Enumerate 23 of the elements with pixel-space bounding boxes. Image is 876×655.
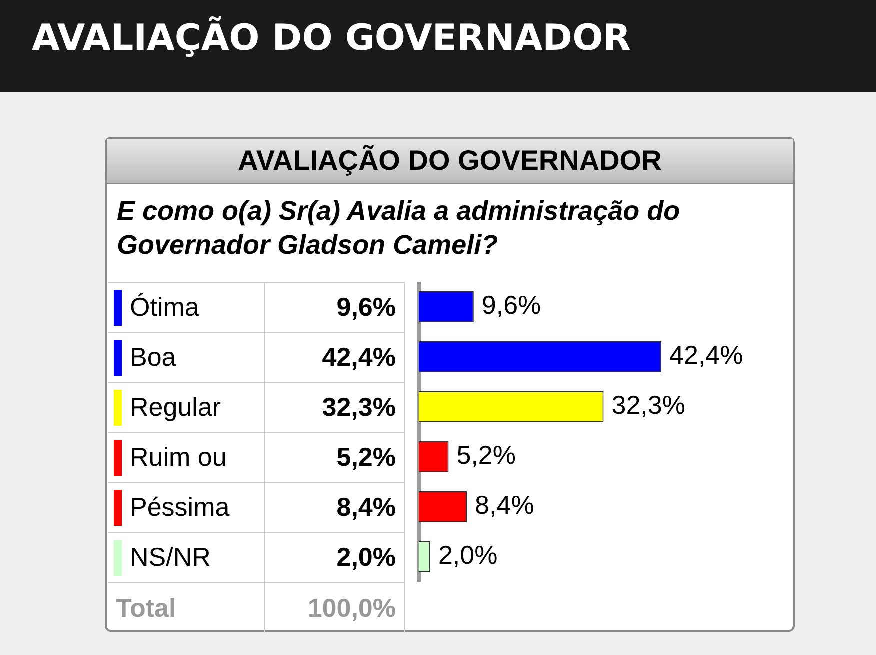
- text: 5,2%: [456, 440, 516, 470]
- chart-title: AVALIAÇÃO DO GOVERNADOR: [32, 18, 631, 59]
- data-label: 5,2%: [265, 433, 405, 483]
- text: E como o(a) Sr(a) Avalia a administração do Governador Gladson Cameli?: [116, 195, 682, 262]
- text: Total: [108, 583, 265, 633]
- y-tick-label: Ótima: [130, 292, 200, 323]
- y-tick-label: Regular: [130, 392, 222, 423]
- y-tick-label: Ruim ou: [130, 442, 227, 473]
- y-tick-label: Péssima: [130, 492, 230, 523]
- data-label: 8,4%: [265, 483, 405, 533]
- text: 9,6%: [482, 290, 542, 320]
- text: 100,0%: [265, 583, 405, 633]
- chart-subtitle: AVALIAÇÃO DO GOVERNADOR: [107, 139, 793, 184]
- text: 32,3%: [612, 390, 686, 420]
- data-label: 42,4%: [265, 333, 405, 383]
- text: 2,0%: [438, 540, 498, 570]
- data-label: 32,3%: [265, 383, 405, 433]
- y-tick-label: Boa: [130, 342, 176, 373]
- text: 8,4%: [475, 490, 534, 520]
- data-label: 2,0%: [265, 533, 405, 583]
- y-tick-label: NS/NR: [130, 542, 211, 573]
- text: 42,4%: [670, 340, 744, 370]
- data-label: 9,6%: [265, 283, 405, 333]
